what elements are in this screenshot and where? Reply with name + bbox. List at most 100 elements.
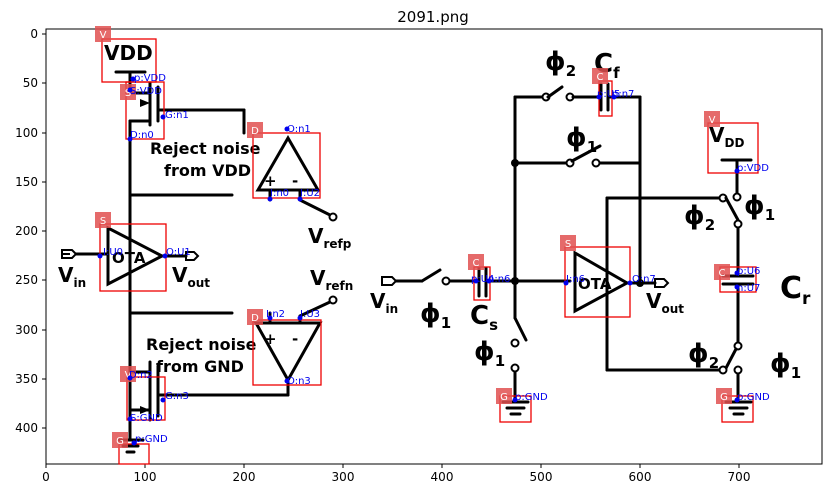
reject-vdd-text: Reject noise: [150, 139, 261, 158]
tag-box: [468, 254, 484, 270]
y-tick-label: 250: [15, 273, 38, 287]
tag-box: [704, 111, 720, 127]
y-tick-label: 50: [23, 76, 38, 90]
y-tick-label: 400: [15, 421, 38, 435]
reject-gnd-text: from GND: [156, 357, 244, 376]
gnd-right-bbox: [721, 395, 754, 423]
pin-label: O:n7: [632, 274, 656, 285]
phi1-label: ϕ1: [744, 191, 775, 224]
y-tick-label: 300: [15, 323, 38, 337]
input-port: [381, 276, 398, 286]
phi1-label: ϕ1: [420, 299, 451, 332]
ota-symbol: [573, 250, 631, 314]
x-tick-label: 700: [728, 470, 751, 484]
output-port: [654, 278, 670, 288]
plot-area: [45, 28, 823, 465]
input-port: [61, 249, 78, 259]
pin-label: S:GND: [130, 413, 163, 424]
x-tick-label: 400: [431, 470, 454, 484]
reject-gnd-text: Reject noise: [146, 335, 257, 354]
vin-label: Vin: [58, 263, 86, 290]
vrefn-label: Vrefn: [310, 266, 353, 293]
vin-label: Vin: [370, 289, 398, 316]
y-tick-label: 200: [15, 224, 38, 238]
tag-label: S: [100, 216, 106, 227]
y-tick-label: 0: [30, 27, 38, 41]
cs-label: Cs: [470, 301, 498, 334]
pin-label: p:GND: [135, 434, 168, 445]
amp-bot-bbox: [252, 319, 322, 386]
reject-vdd-text: from VDD: [164, 161, 251, 180]
tag-label: C: [473, 258, 480, 269]
minus-sign: -: [292, 172, 298, 190]
tag-box: [120, 84, 136, 100]
pin-label: I:n2: [266, 309, 285, 320]
x-tick-label: 0: [42, 470, 50, 484]
pin-label: p:GND: [515, 392, 548, 403]
x-tick-label: 100: [134, 470, 157, 484]
tag-label: G: [116, 436, 124, 447]
tag-label: D: [251, 126, 259, 137]
pin-label: I:U3: [300, 309, 320, 320]
tag-label: V: [125, 370, 132, 381]
ota-label: OTA: [112, 249, 146, 267]
tag-label: G: [500, 392, 508, 403]
pin-label: O:n3: [287, 376, 311, 387]
plus-sign: +: [264, 330, 277, 348]
amp-top-bbox: [252, 132, 321, 199]
tag-box: [247, 309, 263, 325]
vdd-label: VDD: [709, 123, 744, 150]
tag-box: [592, 68, 608, 84]
pin-label: G:n1: [165, 110, 189, 121]
tag-label: S: [565, 239, 571, 250]
tag-box: [95, 26, 111, 42]
tag-label: V: [709, 115, 716, 126]
x-tick-label: 200: [233, 470, 256, 484]
tag-label: D: [251, 313, 259, 324]
pin-label: n:n6: [488, 274, 510, 285]
pin-label: I:U2: [300, 188, 320, 199]
output-port: [185, 251, 200, 261]
vout-label: Vout: [172, 263, 210, 290]
tag-box: [112, 432, 128, 448]
figure-title: 2091.png: [397, 8, 469, 26]
phi1-label: ϕ1: [566, 123, 597, 156]
pin-label: I:U0: [103, 247, 123, 258]
pin-label: S:VDD: [130, 86, 162, 97]
pin-label: I:n6: [566, 274, 585, 285]
x-tick-label: 300: [332, 470, 355, 484]
phi1-label: ϕ1: [474, 337, 505, 370]
vdd-amplifier-symbol: [255, 134, 321, 192]
left-circuit: VDD Reject noise from VDD + - Vrefp: [58, 41, 353, 454]
x-axis: 0 100 200 300 400 500 600 700: [42, 464, 750, 484]
tag-box: [560, 235, 576, 251]
pin-label: I:n0: [270, 188, 289, 199]
pin-label: p:VDD: [134, 73, 166, 84]
phi2-label: ϕ2: [545, 47, 576, 80]
tag-box: [247, 122, 263, 138]
gnd-mid-bbox: [499, 395, 532, 423]
x-tick-label: 500: [530, 470, 553, 484]
plus-sign: +: [264, 172, 277, 190]
vout-label: Vout: [646, 289, 684, 316]
terminal: [328, 295, 338, 305]
annotation-overlay: V S D S D V G C V C S C G G p:VDD S:VDD …: [95, 26, 770, 465]
phi1-label: ϕ1: [770, 349, 801, 382]
pin-label: p:U6: [737, 266, 760, 277]
tag-box: [716, 388, 732, 404]
pin-label: O:U1: [166, 247, 191, 258]
pin-label: O:n1: [287, 124, 311, 135]
y-axis: 0 50 100 150 200 250 300 350 400: [15, 27, 46, 435]
pin-label: p:U5: [597, 89, 620, 100]
ota-symbol: [106, 225, 166, 287]
ota-label: OTA: [578, 275, 612, 293]
gnd-amplifier-symbol: [253, 321, 323, 384]
pin-label: p:VDD: [737, 163, 769, 174]
pmos-bbox: [125, 81, 165, 140]
vdd-right-bbox: [707, 122, 759, 174]
tag-label: S: [125, 88, 131, 99]
x-tick-label: 600: [629, 470, 652, 484]
tag-label: C: [719, 268, 726, 279]
y-tick-label: 350: [15, 372, 38, 386]
